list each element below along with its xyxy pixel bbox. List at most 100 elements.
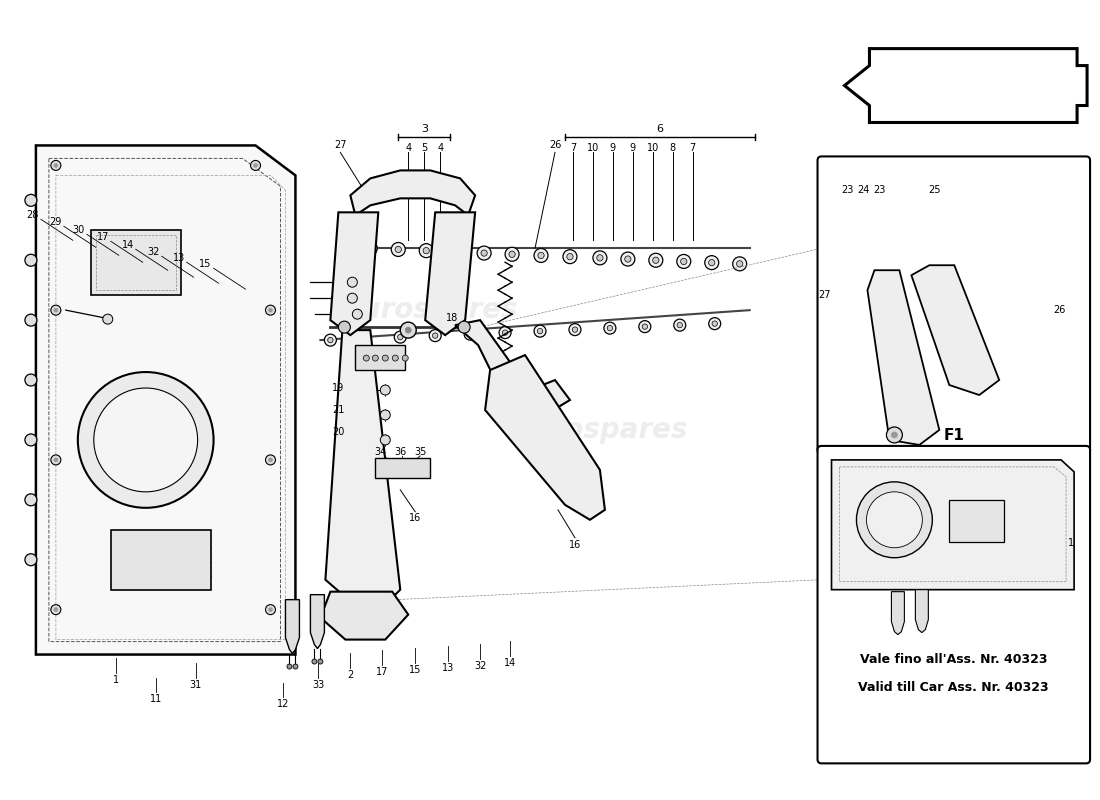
Circle shape <box>625 256 631 262</box>
Bar <box>375 458 430 478</box>
Circle shape <box>867 492 923 548</box>
Circle shape <box>953 388 966 402</box>
Circle shape <box>674 319 685 331</box>
Text: 9: 9 <box>609 143 616 154</box>
Circle shape <box>977 398 991 412</box>
Circle shape <box>25 374 37 386</box>
Circle shape <box>25 194 37 206</box>
Circle shape <box>871 244 883 256</box>
Circle shape <box>51 455 60 465</box>
Text: 17: 17 <box>97 232 109 242</box>
Text: 23: 23 <box>873 186 886 195</box>
Circle shape <box>1006 247 1012 253</box>
Circle shape <box>1003 244 1015 256</box>
Circle shape <box>708 318 720 330</box>
Text: 28: 28 <box>26 210 40 220</box>
Text: 12: 12 <box>277 699 289 710</box>
Circle shape <box>678 322 682 328</box>
Circle shape <box>381 410 390 420</box>
Circle shape <box>464 328 476 340</box>
Bar <box>96 235 176 290</box>
Circle shape <box>887 427 902 443</box>
Circle shape <box>51 161 60 170</box>
Circle shape <box>452 249 459 255</box>
Text: eurospares: eurospares <box>82 366 258 394</box>
Circle shape <box>312 659 317 664</box>
Circle shape <box>1053 244 1065 256</box>
Circle shape <box>607 326 613 331</box>
Circle shape <box>352 309 362 319</box>
Bar <box>949 500 1004 542</box>
Circle shape <box>837 247 843 253</box>
Circle shape <box>265 455 275 465</box>
Circle shape <box>967 247 972 253</box>
Text: 10: 10 <box>647 143 659 154</box>
Circle shape <box>25 254 37 266</box>
Polygon shape <box>915 590 928 633</box>
Text: 4: 4 <box>437 143 443 154</box>
Circle shape <box>54 458 58 462</box>
Circle shape <box>318 659 323 664</box>
Circle shape <box>534 249 548 262</box>
Circle shape <box>429 330 441 342</box>
Polygon shape <box>310 594 324 649</box>
Text: 18: 18 <box>446 313 459 323</box>
Circle shape <box>1034 427 1041 433</box>
Text: 16: 16 <box>569 540 581 550</box>
Circle shape <box>705 256 718 270</box>
Circle shape <box>572 327 578 332</box>
Polygon shape <box>455 320 570 415</box>
Circle shape <box>857 482 933 558</box>
Circle shape <box>983 244 996 256</box>
Circle shape <box>1056 247 1062 253</box>
Polygon shape <box>891 592 904 634</box>
Circle shape <box>54 163 58 167</box>
Circle shape <box>537 329 542 334</box>
Text: 4: 4 <box>405 143 411 154</box>
Text: Vale fino all'Ass. Nr. 40323: Vale fino all'Ass. Nr. 40323 <box>860 653 1047 666</box>
Circle shape <box>363 355 370 361</box>
Polygon shape <box>350 170 475 215</box>
Circle shape <box>268 458 273 462</box>
Circle shape <box>712 321 717 326</box>
Circle shape <box>268 308 273 312</box>
Circle shape <box>360 333 372 345</box>
FancyBboxPatch shape <box>817 157 1090 454</box>
Circle shape <box>639 321 651 333</box>
Circle shape <box>287 664 292 669</box>
Circle shape <box>25 314 37 326</box>
Circle shape <box>383 355 388 361</box>
Text: Valid till Car Ass. Nr. 40323: Valid till Car Ass. Nr. 40323 <box>858 681 1049 694</box>
Text: 2: 2 <box>348 670 353 679</box>
Polygon shape <box>485 355 605 520</box>
Circle shape <box>78 372 213 508</box>
FancyBboxPatch shape <box>817 446 1090 763</box>
Text: 35: 35 <box>414 447 427 457</box>
Circle shape <box>424 247 429 254</box>
Text: 6: 6 <box>657 125 663 134</box>
Circle shape <box>265 605 275 614</box>
Polygon shape <box>845 49 1087 122</box>
Text: 15: 15 <box>409 665 421 674</box>
Circle shape <box>94 388 198 492</box>
Circle shape <box>51 305 60 315</box>
Circle shape <box>509 251 515 258</box>
Bar <box>355 345 405 370</box>
Bar <box>91 230 180 295</box>
Circle shape <box>893 247 898 253</box>
Circle shape <box>857 247 862 253</box>
Text: 16: 16 <box>409 513 421 522</box>
Circle shape <box>737 261 742 267</box>
Text: 21: 21 <box>332 405 344 415</box>
Circle shape <box>54 308 58 312</box>
Circle shape <box>569 324 581 336</box>
Polygon shape <box>36 146 296 654</box>
Circle shape <box>931 247 936 253</box>
Circle shape <box>676 254 691 269</box>
Circle shape <box>468 331 473 337</box>
Text: 7: 7 <box>690 143 696 154</box>
Circle shape <box>834 244 846 256</box>
Circle shape <box>909 244 921 256</box>
Circle shape <box>1002 411 1016 425</box>
Circle shape <box>25 554 37 566</box>
